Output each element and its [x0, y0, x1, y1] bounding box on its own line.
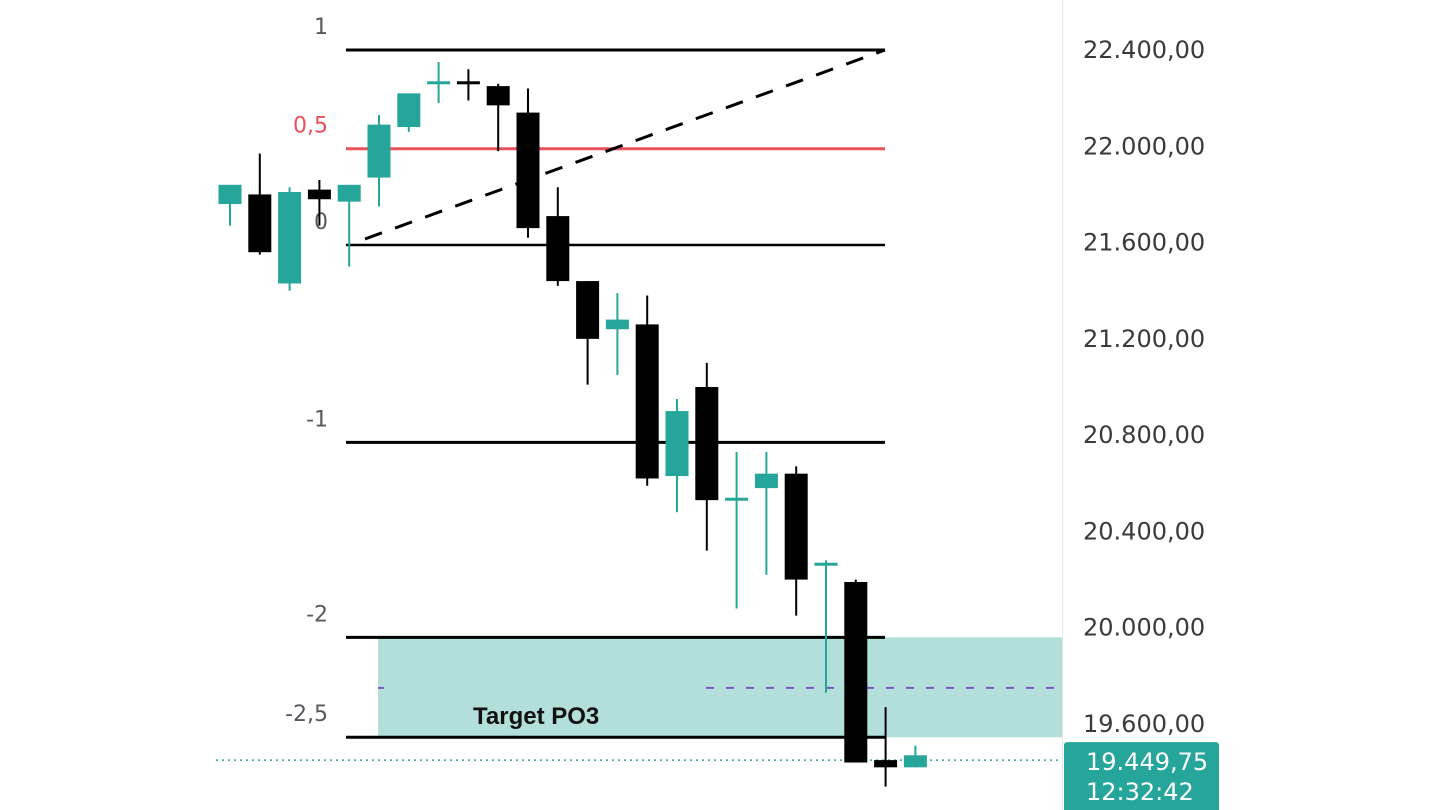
candle[interactable]	[903, 745, 927, 768]
fib-level-label: -1	[306, 407, 328, 432]
fib-level-label: -2,5	[285, 702, 328, 727]
candle-body	[844, 581, 868, 763]
candle-body	[903, 755, 927, 768]
candle-body	[427, 81, 451, 85]
candle[interactable]	[665, 399, 689, 513]
candle[interactable]	[695, 362, 719, 551]
candle[interactable]	[844, 579, 868, 763]
candle[interactable]	[754, 451, 778, 575]
price-axis-label: 20.800,00	[1083, 421, 1205, 449]
candle[interactable]	[307, 179, 331, 226]
candle-body	[218, 184, 242, 205]
current-price-value: 19.449,75	[1086, 748, 1208, 776]
candle[interactable]	[367, 114, 391, 207]
candle[interactable]	[427, 62, 451, 103]
candle-body	[367, 124, 391, 178]
candle[interactable]	[278, 187, 302, 291]
candle-countdown: 12:32:42	[1086, 778, 1194, 806]
candle[interactable]	[725, 451, 749, 609]
candle[interactable]	[874, 707, 898, 787]
candle[interactable]	[576, 281, 600, 385]
candle-body	[665, 411, 689, 477]
candle-body	[695, 387, 719, 501]
candle[interactable]	[546, 187, 570, 286]
candle[interactable]	[248, 153, 272, 255]
candle[interactable]	[635, 295, 659, 486]
candle-body	[248, 194, 272, 253]
candle-body	[456, 81, 480, 85]
candle-body	[814, 562, 838, 566]
candle[interactable]	[337, 184, 361, 267]
candle-body	[397, 93, 421, 128]
fib-level-label: 0	[314, 210, 328, 235]
candle-body	[874, 760, 898, 768]
candle-body	[278, 192, 302, 284]
candle-body	[546, 216, 570, 282]
candle[interactable]	[516, 88, 540, 238]
price-axis-label: 21.600,00	[1083, 229, 1205, 257]
candle[interactable]	[605, 293, 629, 375]
fib-level-label: 1	[314, 15, 328, 40]
candle-body	[337, 184, 361, 202]
price-axis-label: 22.000,00	[1083, 132, 1205, 160]
candle[interactable]	[456, 69, 480, 101]
price-axis-label: 22.400,00	[1083, 36, 1205, 64]
candle-body	[605, 319, 629, 330]
candle[interactable]	[486, 83, 510, 152]
price-axis-label: 21.200,00	[1083, 325, 1205, 353]
price-axis-label: 20.000,00	[1083, 614, 1205, 642]
candle-body	[725, 497, 749, 501]
fib-level-label: 0,5	[293, 114, 328, 139]
candle-body	[754, 473, 778, 489]
price-axis-label: 20.400,00	[1083, 517, 1205, 545]
candle-body	[486, 86, 510, 106]
fib-trend-line[interactable]	[364, 48, 886, 241]
target-zone-label: Target PO3	[473, 703, 599, 730]
candle[interactable]	[397, 93, 421, 132]
candle[interactable]	[814, 560, 838, 693]
candle-body	[307, 189, 331, 200]
candle[interactable]	[218, 184, 242, 226]
fib-level-label: -2	[306, 602, 328, 627]
candle-body	[516, 112, 540, 229]
candle-body	[784, 473, 808, 580]
price-axis-label: 19.600,00	[1083, 710, 1205, 738]
candle-body	[576, 281, 600, 339]
candle[interactable]	[784, 466, 808, 616]
candle-body	[635, 324, 659, 479]
